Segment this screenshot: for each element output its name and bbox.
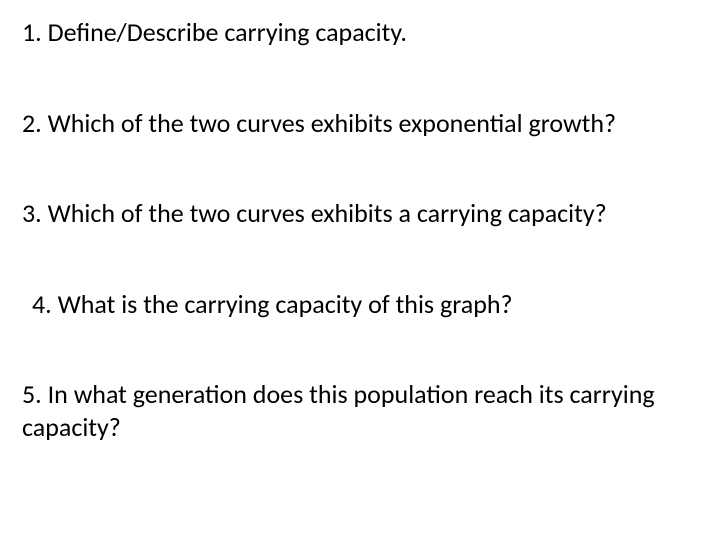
- question-1: 1. Define/Describe carrying capacity.: [22, 16, 698, 49]
- question-4: 4. What is the carrying capacity of this…: [22, 288, 698, 321]
- question-5: 5. In what generation does this populati…: [22, 378, 698, 443]
- question-3: 3. Which of the two curves exhibits a ca…: [22, 197, 698, 230]
- question-2: 2. Which of the two curves exhibits expo…: [22, 107, 698, 140]
